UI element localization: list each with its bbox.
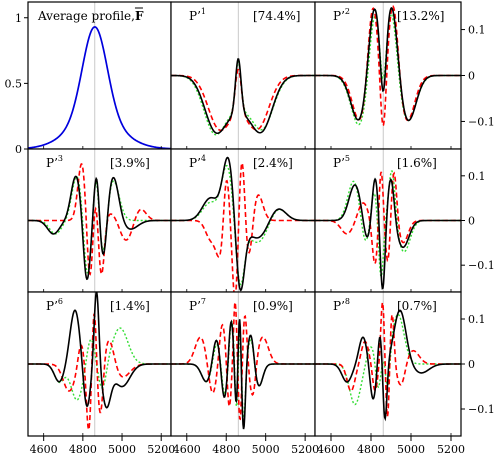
x-tick-label: 5000 [397,443,425,456]
panel-percent: [0.7%] [397,299,437,313]
panel-P4: P’ 4 [2.4%] [170,148,316,293]
series-group [315,302,461,422]
panel-background [28,2,171,149]
y-tick-label-right: −0.1 [468,115,495,128]
series-group [28,26,171,149]
y-tick-label-right: 0.1 [468,313,486,326]
panel-title: P’ [46,156,58,170]
panel-grid: Average profile, F00.51 P’ 1 [74.4%] P’ 2 [13.… [5,1,495,456]
panel-title-index: 2 [345,7,350,16]
x-tick-label: 5000 [108,443,136,456]
x-tick-label: 5200 [437,443,465,456]
y-tick-label-right: 0 [468,358,475,371]
black-series-line [315,309,461,422]
panel-percent: [1.4%] [110,299,150,313]
series-group [28,162,171,281]
series-group [171,156,315,292]
panel-P3: P’ 3 [3.9%] [27,148,172,293]
series-group [171,58,315,136]
panel-P6: P’ 6 [1.4%] 4600 4800 5000 5200 [27,291,175,456]
panel-P2: P’ 2 [13.2%] 0.1 0 −0.1 [314,1,495,150]
panel-title: P’ [333,9,345,23]
panel-title-index: 8 [345,297,350,306]
black-series-line [171,156,315,292]
panel-title-index: 1 [201,7,206,16]
series-group [315,170,461,290]
black-series-line [315,7,461,122]
panel-P5: P’ 5 [1.6%] 0.1 0 −0.1 [314,148,495,293]
panel-P1: P’ 1 [74.4%] [170,1,316,150]
y-tick-label-right: −0.1 [468,403,495,416]
y-tick-label-right: 0.1 [468,24,486,37]
x-tick-label: 4800 [69,443,97,456]
x-tick-label: 4600 [317,443,345,456]
red-series-line [315,5,461,127]
panel-title: P’ [46,299,58,313]
panel-percent: [1.6%] [397,156,437,170]
panel-P7: P’ 7 [0.9%] 4600 4800 5000 5200 [170,291,319,456]
black-series-line [28,175,171,281]
panel-title-index: 6 [58,297,63,306]
panel-title: P’ [189,299,201,313]
black-series-line [315,177,461,290]
panel-percent: [0.9%] [253,299,293,313]
panel-background [171,149,315,292]
panel-title: P’ [189,9,201,23]
x-tick-label: 4800 [357,443,385,456]
panel-title: P’ [189,156,201,170]
y-tick-label-left: 0.5 [5,77,23,90]
panel-title-index: 5 [345,154,350,163]
red-series-line [315,302,461,417]
y-tick-label-left: 0 [15,143,22,156]
x-tick-label: 4800 [212,443,240,456]
y-tick-label-right: −0.1 [468,259,495,272]
panel-mean: Average profile, F 0 0.5 1 [5,1,172,156]
panel-percent: [2.4%] [253,156,293,170]
y-tick-label-left: 1 [15,12,22,25]
panel-percent: [74.4%] [253,9,300,23]
mean-profile-line [28,26,171,149]
x-tick-label: 4600 [173,443,201,456]
y-tick-label-right: 0 [468,70,475,83]
y-tick-label-right: 0 [468,215,475,228]
black-series-line [28,292,171,409]
red-series-line [171,160,315,292]
series-group [171,302,315,430]
panel-percent: [3.9%] [110,156,150,170]
x-tick-label: 4600 [30,443,58,456]
x-tick-label: 5200 [291,443,319,456]
x-tick-label: 5000 [252,443,280,456]
black-series-line [171,58,315,135]
x-tick-label: 5200 [147,443,175,456]
panel-title-index: 3 [58,154,63,163]
panel-title-index: 7 [201,297,206,306]
panel-title-index: 4 [201,154,206,163]
panel-P8: P’ 8 [0.7%] 4600 4800 5000 5200 0.1 0 −0.1 [314,291,495,456]
y-tick-label-right: 0.1 [468,170,486,183]
panel-title-symbol: F [135,9,144,23]
panel-title: P’ [333,299,345,313]
panel-percent: [13.2%] [397,9,444,23]
series-group [28,292,171,433]
panel-title: Average profile, [37,9,135,23]
panel-title: P’ [333,156,345,170]
series-group [315,5,461,127]
black-series-line [171,319,315,430]
